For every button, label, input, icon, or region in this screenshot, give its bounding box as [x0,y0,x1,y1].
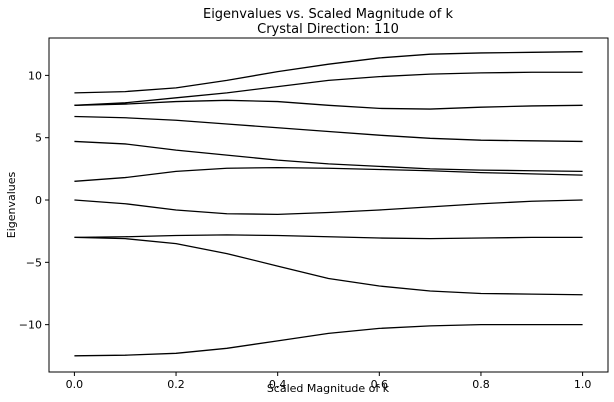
x-axis: 0.0 0.2 0.4 0.6 0.8 1.0 [66,372,592,391]
plot-area [49,38,608,372]
series-line-6 [74,166,583,182]
x-tick-label: 0.4 [269,378,287,391]
chart-subtitle: Crystal Direction: 110 [257,22,399,37]
x-tick-label: 0.2 [167,378,185,391]
y-axis: 10 5 0 −5 −10 [19,69,49,332]
x-tick-label: 0.0 [66,378,84,391]
x-axis-label: Scaled Magnitude of k [267,382,390,395]
series-line-7 [74,199,583,216]
series-line-1 [74,51,583,94]
y-tick-label: −5 [26,256,42,269]
series-line-5 [74,140,583,172]
x-tick-label: 0.6 [371,378,389,391]
plot-frame [48,37,609,373]
y-axis-label: Eigenvalues [5,171,18,238]
series-line-10 [74,323,583,357]
series-layer [74,51,583,357]
y-tick-label: 5 [35,132,42,145]
x-tick-label: 0.8 [472,378,490,391]
x-tick-label: 1.0 [574,378,592,391]
series-line-9 [74,236,583,296]
chart-title: Eigenvalues vs. Scaled Magnitude of k [203,7,453,22]
y-tick-label: 10 [28,69,42,82]
y-tick-label: −10 [19,319,42,332]
y-tick-label: 0 [35,194,42,207]
series-line-3 [74,99,583,110]
series-line-4 [74,115,583,143]
series-line-2 [74,71,583,106]
series-line-8 [74,234,583,240]
